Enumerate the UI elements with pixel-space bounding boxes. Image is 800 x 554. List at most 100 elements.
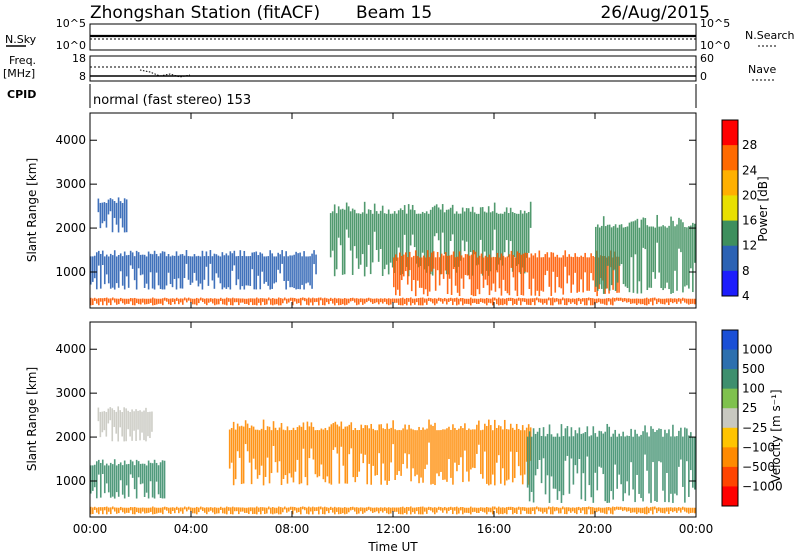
echo-strip	[278, 506, 280, 515]
echo-strip	[448, 426, 450, 460]
echo-strip	[574, 253, 577, 273]
echo-strip	[374, 430, 376, 476]
echo-strip	[484, 423, 486, 452]
echo-strip	[440, 253, 443, 275]
echo-strip	[618, 433, 620, 475]
y-tick-label: 2000	[55, 430, 86, 444]
echo-strip	[246, 507, 248, 513]
echo-strip	[158, 298, 160, 304]
echo-strip	[638, 227, 641, 282]
echo-strip	[483, 211, 486, 252]
echo-strip	[468, 298, 470, 305]
echo-strip	[186, 507, 188, 512]
echo-strip	[469, 211, 472, 253]
echo-strip	[400, 255, 403, 281]
echo-strip	[159, 462, 162, 498]
echo-strip	[270, 430, 273, 474]
echo-strip	[556, 507, 558, 511]
echo-strip	[90, 297, 92, 306]
echo-strip	[97, 250, 100, 266]
echo-strip	[688, 507, 690, 514]
echo-strip	[364, 507, 366, 513]
echo-strip	[354, 298, 356, 303]
echo-strip	[519, 210, 522, 274]
echo-strip	[646, 506, 648, 515]
echo-strip	[343, 209, 346, 275]
echo-strip	[521, 213, 524, 268]
echo-strip	[462, 298, 464, 306]
colorbar-tick-label: 4	[742, 289, 750, 303]
echo-strip	[438, 297, 440, 301]
echo-strip	[232, 421, 235, 486]
echo-strip	[680, 298, 682, 304]
echo-strip	[222, 507, 224, 514]
echo-strip	[415, 213, 418, 264]
echo-strip	[506, 298, 508, 306]
echo-strip	[147, 460, 150, 499]
echo-strip	[658, 428, 660, 462]
echo-strip	[604, 226, 607, 289]
echo-strip	[318, 297, 320, 306]
echo-strip	[388, 428, 390, 481]
echo-strip	[360, 424, 363, 454]
echo-strip	[366, 507, 368, 512]
echo-strip	[367, 209, 370, 245]
echo-strip	[135, 250, 138, 290]
freq-unit: [MHz]	[3, 67, 35, 80]
echo-strip	[221, 252, 224, 290]
echo-strip	[402, 254, 405, 277]
echo-strip	[544, 254, 547, 276]
echo-strip	[421, 211, 424, 253]
echo-strip	[604, 507, 606, 514]
echo-strip	[244, 420, 247, 445]
echo-strip	[488, 254, 491, 296]
echo-strip	[116, 507, 118, 514]
echo-strip	[426, 250, 429, 297]
echo-strip	[492, 506, 494, 515]
echo-strip	[123, 460, 126, 499]
echo-strip	[383, 213, 386, 270]
echo-strip	[595, 226, 597, 287]
echo-strip	[94, 506, 96, 510]
echo-strip	[476, 257, 479, 290]
echo-strip	[436, 430, 438, 474]
echo-strip	[151, 254, 154, 289]
echo-strip	[156, 298, 158, 305]
echo-strip	[458, 428, 460, 466]
echo-strip	[441, 204, 444, 233]
echo-strip	[652, 428, 654, 463]
echo-strip	[363, 201, 366, 277]
echo-strip	[174, 507, 176, 514]
echo-strip	[528, 431, 531, 502]
echo-strip	[294, 430, 297, 472]
echo-strip	[346, 426, 349, 484]
echo-strip	[244, 298, 246, 304]
echo-strip	[538, 298, 540, 303]
echo-strip	[422, 255, 425, 295]
echo-strip	[298, 507, 300, 513]
echo-strip	[256, 429, 259, 479]
echo-strip	[686, 428, 688, 462]
echo-strip	[394, 507, 396, 512]
echo-strip	[499, 426, 502, 484]
echo-strip	[146, 298, 148, 305]
echo-strip	[345, 202, 348, 230]
echo-strip	[464, 423, 466, 451]
echo-strip	[173, 255, 176, 279]
echo-strip	[189, 256, 192, 285]
echo-strip	[576, 298, 578, 306]
echo-strip	[572, 507, 574, 512]
echo-strip	[456, 256, 459, 293]
echo-strip	[160, 507, 162, 513]
echo-strip	[340, 421, 343, 447]
echo-strip	[592, 298, 594, 306]
echo-strip	[245, 256, 248, 286]
velocity-panel: 1000 2000 3000 4000 00:00 04:00 08:00 12:00 16:…	[25, 321, 713, 554]
echo-strip	[672, 220, 674, 294]
echo-strip	[263, 256, 266, 284]
echo-strip	[232, 297, 234, 306]
echo-strip	[93, 464, 96, 488]
echo-strip	[614, 429, 616, 465]
echo-strip	[112, 506, 114, 510]
echo-strip	[326, 507, 328, 512]
